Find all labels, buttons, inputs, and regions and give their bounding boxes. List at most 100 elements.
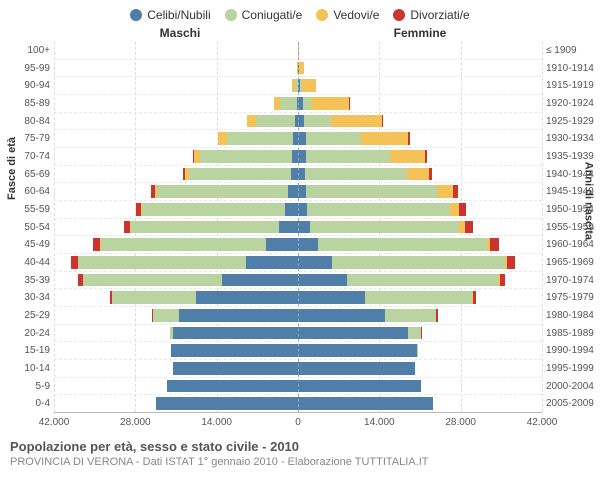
- birth-year-label: 1940-1944: [546, 169, 600, 180]
- legend-label: Vedovi/e: [333, 8, 379, 22]
- legend-swatch: [316, 9, 328, 21]
- male-bar: [54, 327, 298, 340]
- bar-segment: [171, 344, 298, 357]
- legend-swatch: [393, 9, 405, 21]
- female-bar: [298, 274, 542, 287]
- birth-year-label: 1985-1989: [546, 328, 600, 339]
- x-tick-label: 28.000: [120, 417, 151, 428]
- bar-segment: [298, 397, 433, 410]
- legend-swatch: [225, 9, 237, 21]
- bar-segment: [227, 132, 294, 145]
- plot-area: 100+≤ 190995-991910-191490-941915-191985…: [54, 42, 542, 413]
- birth-year-label: 1995-1999: [546, 363, 600, 374]
- caption: Popolazione per età, sesso e stato civil…: [0, 431, 600, 474]
- birth-year-label: 1980-1984: [546, 310, 600, 321]
- age-label: 45-49: [4, 239, 50, 250]
- bar-segment: [390, 150, 425, 163]
- female-bar: [298, 344, 542, 357]
- bar-segment: [304, 115, 330, 128]
- male-bar: [54, 132, 298, 145]
- age-label: 35-39: [4, 275, 50, 286]
- female-bar: [298, 150, 542, 163]
- male-bar: [54, 185, 298, 198]
- header-male: Maschi: [0, 26, 300, 40]
- legend-item: Coniugati/e: [225, 8, 303, 22]
- bar-segment: [306, 185, 437, 198]
- age-label: 60-64: [4, 186, 50, 197]
- bar-segment: [153, 309, 179, 322]
- female-bar: [298, 221, 542, 234]
- bar-segment: [83, 274, 222, 287]
- x-tick-label: 14.000: [201, 417, 232, 428]
- bar-segment: [266, 238, 298, 251]
- age-label: 80-84: [4, 116, 50, 127]
- bar-segment: [200, 150, 292, 163]
- bar-segment: [173, 327, 298, 340]
- male-bar: [54, 97, 298, 110]
- bar-segment: [298, 203, 307, 216]
- male-bar: [54, 79, 298, 92]
- bar-segment: [437, 185, 453, 198]
- x-tick-label: 42.000: [39, 417, 70, 428]
- legend-item: Celibi/Nubili: [130, 8, 210, 22]
- bar-segment: [305, 168, 407, 181]
- female-bar: [298, 238, 542, 251]
- age-label: 10-14: [4, 363, 50, 374]
- legend: Celibi/NubiliConiugati/eVedovi/eDivorzia…: [0, 0, 600, 26]
- bar-segment: [385, 309, 436, 322]
- legend-label: Coniugati/e: [242, 8, 303, 22]
- bar-segment: [222, 274, 298, 287]
- bar-segment: [298, 327, 408, 340]
- female-bar: [298, 115, 542, 128]
- bar-segment: [306, 132, 361, 145]
- bar-segment: [347, 274, 498, 287]
- bar-segment: [318, 238, 486, 251]
- bar-segment: [298, 362, 415, 375]
- bar-segment: [246, 256, 298, 269]
- x-tick-label: 0: [295, 417, 301, 428]
- bar-segment: [279, 221, 298, 234]
- female-bar: [298, 203, 542, 216]
- birth-year-label: 1910-1914: [546, 63, 600, 74]
- legend-item: Vedovi/e: [316, 8, 379, 22]
- male-bar: [54, 380, 298, 393]
- bar-segment: [288, 185, 298, 198]
- age-label: 75-79: [4, 133, 50, 144]
- bar-segment: [298, 238, 318, 251]
- bar-segment: [331, 115, 382, 128]
- birth-year-label: 1925-1929: [546, 116, 600, 127]
- female-bar: [298, 309, 542, 322]
- male-bar: [54, 203, 298, 216]
- bar-segment: [459, 203, 465, 216]
- male-bar: [54, 362, 298, 375]
- bar-segment: [311, 97, 349, 110]
- female-bar: [298, 44, 542, 57]
- bar-segment: [332, 256, 505, 269]
- birth-year-label: 2005-2009: [546, 398, 600, 409]
- male-bar: [54, 309, 298, 322]
- bar-segment: [298, 256, 332, 269]
- x-tick-label: 28.000: [445, 417, 476, 428]
- birth-year-label: 1935-1939: [546, 151, 600, 162]
- bar-segment: [407, 168, 429, 181]
- age-label: 25-29: [4, 310, 50, 321]
- bar-segment: [256, 115, 296, 128]
- bar-segment: [173, 362, 298, 375]
- female-bar: [298, 397, 542, 410]
- x-axis: 42.00028.00014.000014.00028.00042.000: [54, 417, 542, 431]
- birth-year-label: 2000-2004: [546, 381, 600, 392]
- male-bar: [54, 274, 298, 287]
- bar-segment: [382, 115, 383, 128]
- bar-segment: [157, 185, 288, 198]
- age-label: 55-59: [4, 204, 50, 215]
- grid-line: [542, 42, 543, 412]
- birth-year-label: 1975-1979: [546, 292, 600, 303]
- age-label: 70-74: [4, 151, 50, 162]
- bar-segment: [408, 327, 420, 340]
- bar-segment: [298, 150, 306, 163]
- bar-segment: [303, 97, 312, 110]
- bar-segment: [298, 291, 365, 304]
- column-headers: Maschi Femmine: [0, 26, 600, 42]
- bar-segment: [298, 380, 421, 393]
- age-label: 85-89: [4, 98, 50, 109]
